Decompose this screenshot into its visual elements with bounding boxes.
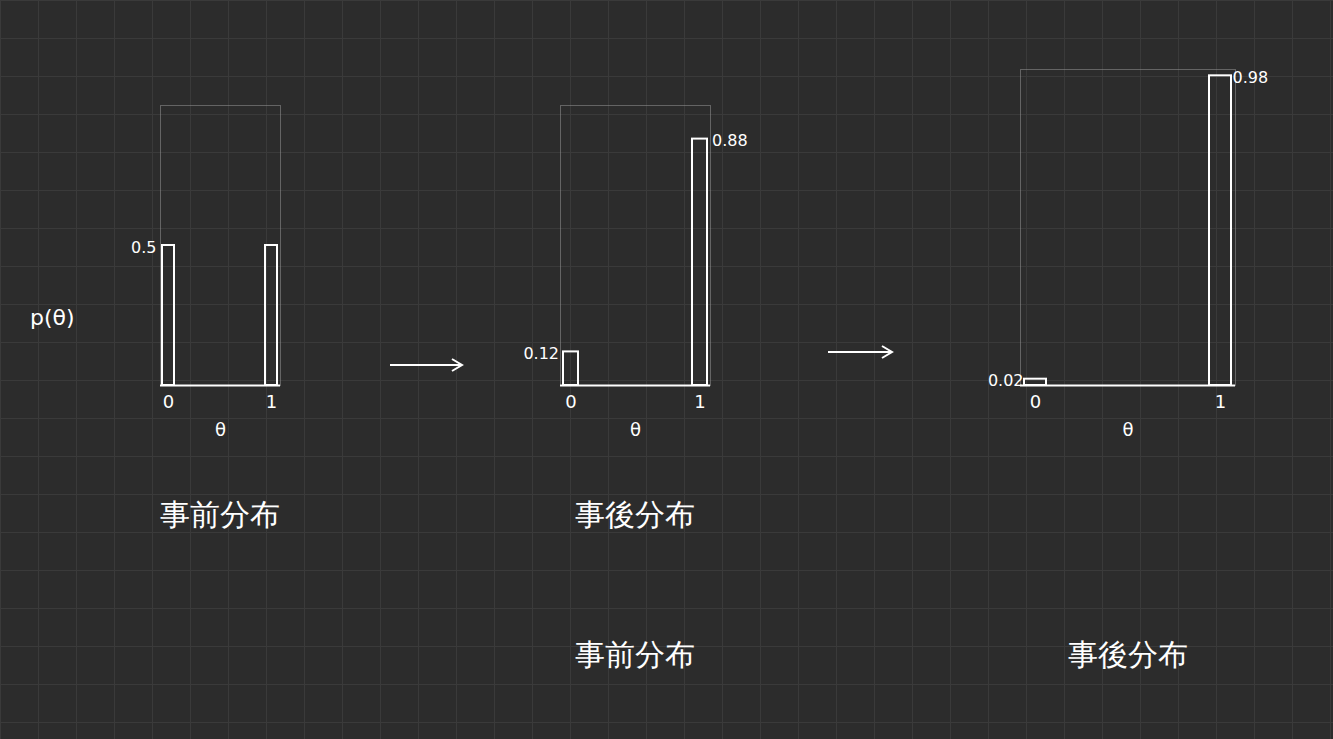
svg-text:0.12: 0.12 [523,344,559,363]
svg-text:0: 0 [565,391,576,412]
svg-text:1: 1 [266,391,277,412]
svg-text:0.98: 0.98 [1233,68,1269,87]
svg-text:0.5: 0.5 [131,238,156,257]
html-text:事前分布: 事前分布 [160,497,280,532]
svg-text:θ: θ [1122,419,1133,440]
svg-text:1: 1 [1215,391,1226,412]
html-text:事後分布: 事後分布 [1067,637,1188,672]
svg-text:1: 1 [694,391,705,412]
svg-text:0.88: 0.88 [712,131,748,150]
html-text:事前分布: 事前分布 [575,637,695,672]
svg-text:0: 0 [1030,391,1041,412]
html-text:p(θ): p(θ) [30,305,75,330]
svg-text:0.02: 0.02 [988,371,1024,390]
svg-text:θ: θ [215,419,226,440]
svg-text:0: 0 [163,391,174,412]
svg-text:θ: θ [630,419,641,440]
html-text:事後分布: 事後分布 [575,497,695,532]
